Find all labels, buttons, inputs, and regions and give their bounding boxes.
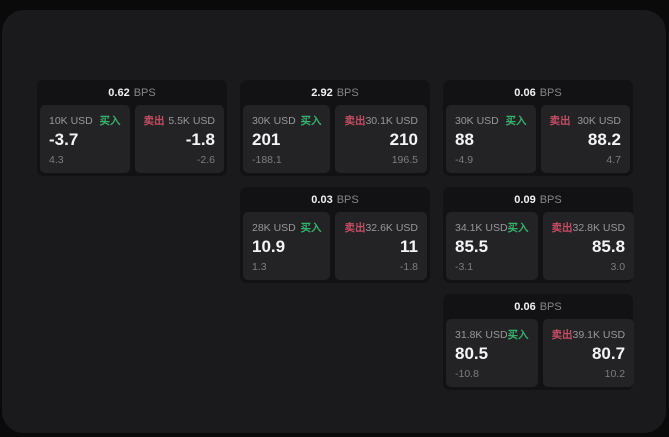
sell-side-label: 卖出 bbox=[344, 115, 366, 127]
bps-suffix-label: BPS bbox=[133, 86, 156, 99]
quote-card: 0.03 BPS 28K USD 买入 10.9 1.3 卖出 32.6K US… bbox=[240, 187, 430, 283]
sell-sub-value: 4.7 bbox=[606, 154, 621, 166]
buy-side-label: 买入 bbox=[507, 222, 529, 234]
buy-price: 85.5 bbox=[455, 237, 489, 256]
buy-price: 10.9 bbox=[252, 237, 286, 256]
buy-sub-value: -3.1 bbox=[455, 261, 474, 273]
sell-notional: 5.5K USD bbox=[168, 114, 215, 127]
card-header: 0.62 BPS bbox=[37, 80, 227, 105]
buy-notional: 10K USD bbox=[49, 114, 93, 127]
buy-price: 88 bbox=[455, 130, 474, 149]
sell-sub-value: -1.8 bbox=[399, 261, 418, 273]
bps-suffix-label: BPS bbox=[336, 193, 359, 206]
buy-side-label: 买入 bbox=[300, 115, 322, 127]
bps-value: 0.62 bbox=[108, 86, 130, 99]
buy-quote-tile[interactable]: 31.8K USD 买入 80.5 -10.8 bbox=[446, 319, 538, 387]
sell-sub-value: 3.0 bbox=[610, 261, 626, 273]
sell-price: 80.7 bbox=[591, 344, 626, 363]
sell-quote-tile[interactable]: 卖出 32.8K USD 85.8 3.0 bbox=[542, 212, 635, 280]
buy-notional: 31.8K USD bbox=[455, 328, 508, 341]
buy-price: -3.7 bbox=[49, 130, 79, 149]
sell-notional: 32.6K USD bbox=[365, 221, 418, 234]
buy-quote-tile[interactable]: 34.1K USD 买入 85.5 -3.1 bbox=[446, 212, 538, 280]
bps-suffix-label: BPS bbox=[539, 300, 562, 313]
quote-card: 0.09 BPS 34.1K USD 买入 85.5 -3.1 卖出 32.8K… bbox=[443, 187, 635, 283]
buy-quote-tile[interactable]: 10K USD 买入 -3.7 4.3 bbox=[40, 105, 130, 173]
buy-price: 80.5 bbox=[455, 344, 489, 363]
sell-quote-tile[interactable]: 卖出 30K USD 88.2 4.7 bbox=[540, 105, 630, 173]
bps-value: 0.06 bbox=[514, 300, 536, 313]
buy-side-label: 买入 bbox=[505, 115, 527, 127]
sell-side-label: 卖出 bbox=[549, 115, 571, 127]
bps-value: 0.06 bbox=[514, 86, 536, 99]
sell-notional: 32.8K USD bbox=[572, 221, 626, 234]
quote-card: 0.06 BPS 30K USD 买入 88 -4.9 卖出 30K USD 8… bbox=[443, 80, 633, 176]
bps-suffix-label: BPS bbox=[539, 86, 562, 99]
buy-notional: 30K USD bbox=[252, 114, 296, 127]
quote-card: 0.62 BPS 10K USD 买入 -3.7 4.3 卖出 5.5K USD… bbox=[37, 80, 227, 176]
buy-sub-value: -10.8 bbox=[455, 368, 479, 380]
buy-sub-value: -188.1 bbox=[252, 154, 282, 166]
card-header: 2.92 BPS bbox=[240, 80, 430, 105]
buy-notional: 34.1K USD bbox=[455, 221, 508, 234]
card-header: 0.06 BPS bbox=[443, 80, 633, 105]
bps-suffix-label: BPS bbox=[539, 193, 562, 206]
bps-value: 2.92 bbox=[311, 86, 333, 99]
buy-sub-value: 1.3 bbox=[252, 261, 267, 273]
sell-sub-value: -2.6 bbox=[196, 154, 215, 166]
card-header: 0.06 BPS bbox=[443, 294, 633, 319]
buy-side-label: 买入 bbox=[507, 329, 529, 341]
sell-side-label: 卖出 bbox=[551, 222, 573, 234]
buy-sub-value: 4.3 bbox=[49, 154, 64, 166]
quote-board-panel: 0.62 BPS 10K USD 买入 -3.7 4.3 卖出 5.5K USD… bbox=[2, 10, 666, 433]
card-header: 0.09 BPS bbox=[443, 187, 633, 212]
sell-sub-value: 196.5 bbox=[391, 154, 418, 166]
buy-notional: 30K USD bbox=[455, 114, 499, 127]
buy-notional: 28K USD bbox=[252, 221, 296, 234]
bps-value: 0.03 bbox=[311, 193, 333, 206]
buy-quote-tile[interactable]: 28K USD 买入 10.9 1.3 bbox=[243, 212, 331, 280]
sell-quote-tile[interactable]: 卖出 32.6K USD 11 -1.8 bbox=[335, 212, 427, 280]
buy-quote-tile[interactable]: 30K USD 买入 88 -4.9 bbox=[446, 105, 536, 173]
bps-value: 0.09 bbox=[514, 193, 536, 206]
quote-card: 0.06 BPS 31.8K USD 买入 80.5 -10.8 卖出 39.1… bbox=[443, 294, 635, 390]
sell-side-label: 卖出 bbox=[344, 222, 366, 234]
sell-price: 88.2 bbox=[587, 130, 621, 149]
sell-price: 11 bbox=[400, 237, 418, 256]
sell-price: -1.8 bbox=[185, 130, 215, 149]
sell-price: 210 bbox=[389, 130, 418, 149]
buy-side-label: 买入 bbox=[99, 115, 121, 127]
sell-quote-tile[interactable]: 卖出 5.5K USD -1.8 -2.6 bbox=[134, 105, 224, 173]
sell-notional: 39.1K USD bbox=[572, 328, 626, 341]
card-header: 0.03 BPS bbox=[240, 187, 430, 212]
sell-notional: 30.1K USD bbox=[365, 114, 418, 127]
bps-suffix-label: BPS bbox=[336, 86, 359, 99]
sell-quote-tile[interactable]: 卖出 39.1K USD 80.7 10.2 bbox=[542, 319, 635, 387]
sell-sub-value: 10.2 bbox=[604, 368, 626, 380]
sell-price: 85.8 bbox=[591, 237, 626, 256]
sell-notional: 30K USD bbox=[577, 114, 621, 127]
quote-card: 2.92 BPS 30K USD 买入 201 -188.1 卖出 30.1K … bbox=[240, 80, 430, 176]
buy-price: 201 bbox=[252, 130, 281, 149]
buy-quote-tile[interactable]: 30K USD 买入 201 -188.1 bbox=[243, 105, 331, 173]
sell-side-label: 卖出 bbox=[551, 329, 573, 341]
buy-sub-value: -4.9 bbox=[455, 154, 474, 166]
buy-side-label: 买入 bbox=[300, 222, 322, 234]
sell-quote-tile[interactable]: 卖出 30.1K USD 210 196.5 bbox=[335, 105, 427, 173]
sell-side-label: 卖出 bbox=[143, 115, 165, 127]
